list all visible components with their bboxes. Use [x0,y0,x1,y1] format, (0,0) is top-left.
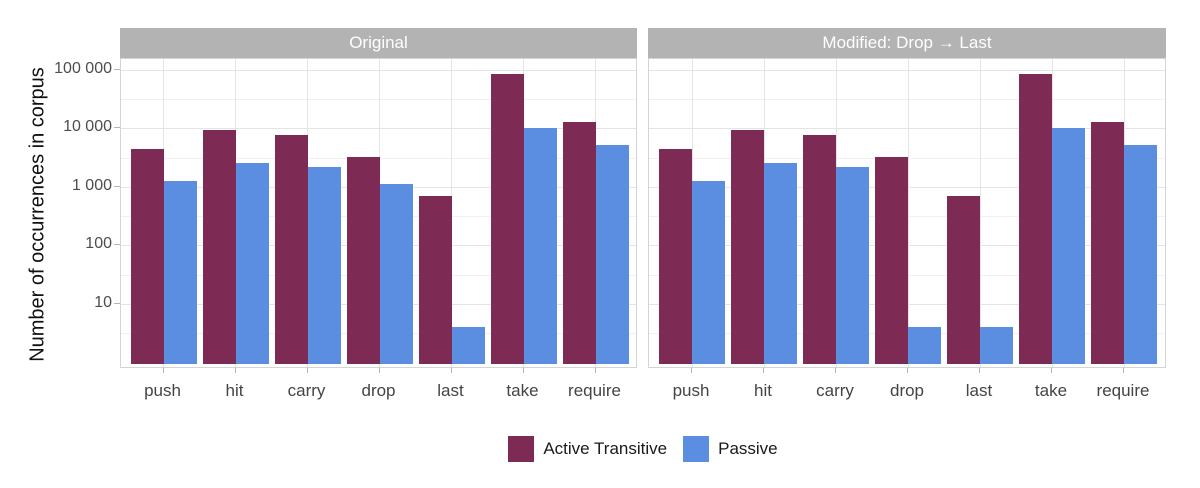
bar-active-transitive-take [1019,74,1052,364]
y-tick-label-10: 10 [94,294,112,311]
legend-item-passive: Passive [683,436,778,462]
legend: Active Transitive Passive [120,434,1166,464]
x-tick-label-hit: hit [225,381,244,400]
gridline-minor-h [121,98,636,100]
gridline-major-v [451,59,452,367]
x-tick-label-last: last [437,381,464,400]
x-tick-label-take: take [1034,381,1068,400]
bar-active-transitive-require [562,121,596,364]
bar-active-transitive-last [418,195,452,364]
panel-plot-modified [648,58,1166,368]
legend-key-active-transitive [508,436,535,462]
bar-passive-require [595,144,629,364]
y-tick-label-10000: 10 000 [63,118,112,136]
bar-active-transitive-drop [875,157,908,364]
x-tick-mark [234,368,236,373]
y-tick-mark [114,185,120,187]
bar-passive-hit [235,163,269,364]
x-tick-mark [763,368,764,373]
bar-passive-last [451,327,485,364]
y-tick-mark [114,244,120,246]
bar-active-transitive-take [490,74,524,364]
bar-passive-drop [379,184,413,364]
x-tick-label-require: require [1096,381,1150,400]
bar-active-transitive-carry [803,135,836,364]
bar-active-transitive-last [947,195,980,364]
legend-item-active-transitive: Active Transitive [508,436,667,462]
gridline-major-h [121,128,636,130]
x-tick-label-push: push [672,381,710,400]
gridline-major-h [649,69,1165,71]
bar-active-transitive-push [130,148,164,364]
x-tick-mark [162,368,164,373]
legend-label: Active Transitive [543,439,668,458]
gridline-major-h [121,69,636,71]
bar-passive-carry [307,166,341,364]
bar-active-transitive-hit [731,130,764,364]
gridline-major-v [979,59,981,367]
x-tick-label-hit: hit [754,381,772,400]
x-tick-mark [1051,368,1052,373]
x-tick-mark [522,368,524,373]
bar-passive-require [1124,144,1157,364]
x-tick-mark [594,368,596,373]
x-tick-label-push: push [144,381,181,400]
x-tick-label-carry: carry [287,381,326,400]
y-tick-mark [114,303,120,304]
y-tick-label-100000: 100 000 [54,59,112,77]
x-tick-label-last: last [965,381,993,400]
bar-passive-take [1052,128,1085,364]
bar-passive-drop [908,327,941,364]
panel-plot-original [120,58,637,368]
x-tick-mark [691,368,692,373]
bar-passive-take [523,128,557,364]
y-tick-mark [114,68,120,70]
legend-key-passive [683,436,710,462]
panel-strip-original: Original [120,28,637,58]
x-tick-mark [1123,368,1124,373]
x-tick-label-drop: drop [889,381,925,400]
x-tick-mark [378,368,380,373]
gridline-major-h [649,128,1165,130]
x-tick-label-carry: carry [816,381,854,400]
bar-active-transitive-require [1091,121,1124,364]
y-axis-title: Number of occurrences in corpus [26,67,49,362]
y-tick-label-100: 100 [85,235,112,253]
y-tick-mark [114,127,120,129]
x-tick-mark [835,368,836,373]
bar-active-transitive-drop [346,157,380,364]
bar-passive-carry [836,166,869,364]
legend-label: Passive [718,439,778,458]
bar-passive-push [163,181,197,364]
x-tick-label-take: take [506,381,539,400]
gridline-major-v [907,59,909,367]
x-tick-mark [306,368,308,373]
x-tick-mark [907,368,908,373]
panel-strip-modified: Modified: Drop → Last [648,28,1166,58]
gridline-minor-h [649,98,1165,100]
bar-passive-hit [764,163,797,364]
bar-passive-push [692,181,725,364]
x-tick-mark [450,368,452,373]
bar-active-transitive-carry [274,135,308,364]
x-tick-label-drop: drop [361,381,396,400]
y-tick-label-1000: 1 000 [71,176,112,194]
x-tick-label-require: require [568,381,621,400]
bar-active-transitive-hit [202,130,236,364]
x-tick-mark [979,368,980,373]
bar-passive-last [980,327,1013,364]
bar-active-transitive-push [659,148,692,364]
